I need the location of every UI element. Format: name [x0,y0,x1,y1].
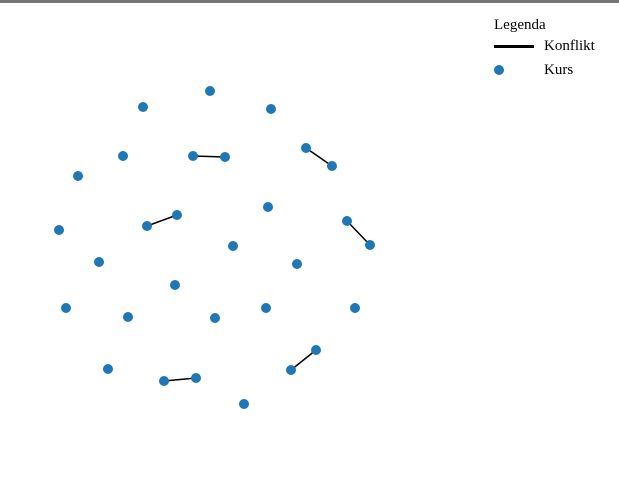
course-node[interactable] [301,143,311,153]
conflict-edge [163,377,197,382]
conflict-edge [146,214,178,227]
course-node[interactable] [159,376,169,386]
course-node[interactable] [118,151,128,161]
course-node[interactable] [210,313,220,323]
course-node[interactable] [350,303,360,313]
conflict-line-icon [494,36,544,56]
legend-item-conflict: Konflikt [494,34,614,58]
course-node[interactable] [94,257,104,267]
course-node[interactable] [311,345,321,355]
course-node[interactable] [327,161,337,171]
course-node[interactable] [266,104,276,114]
legend-item-course: Kurs [494,58,614,82]
conflict-edge [192,155,226,158]
course-node[interactable] [261,303,271,313]
top-bar [0,0,619,3]
course-dot-icon [494,60,544,80]
course-node[interactable] [54,225,64,235]
course-node[interactable] [191,373,201,383]
course-node[interactable] [342,216,352,226]
course-node[interactable] [170,280,180,290]
course-node[interactable] [365,240,375,250]
course-node[interactable] [263,202,273,212]
course-node[interactable] [228,241,238,251]
legend-course-label: Kurs [544,61,574,78]
course-node[interactable] [220,152,230,162]
course-node[interactable] [172,210,182,220]
conflict-edge [305,147,333,167]
course-node[interactable] [61,303,71,313]
course-node[interactable] [205,86,215,96]
course-node[interactable] [123,312,133,322]
course-node[interactable] [103,364,113,374]
conflict-edge [290,349,317,371]
legend: Legenda Konflikt Kurs [494,16,614,82]
conflict-edge [346,220,371,246]
course-node[interactable] [188,151,198,161]
legend-title: Legenda [494,17,546,33]
legend-conflict-label: Konflikt [544,37,595,54]
course-node[interactable] [73,171,83,181]
course-node[interactable] [239,399,249,409]
course-node[interactable] [142,221,152,231]
course-node[interactable] [292,259,302,269]
course-node[interactable] [286,365,296,375]
course-node[interactable] [138,102,148,112]
